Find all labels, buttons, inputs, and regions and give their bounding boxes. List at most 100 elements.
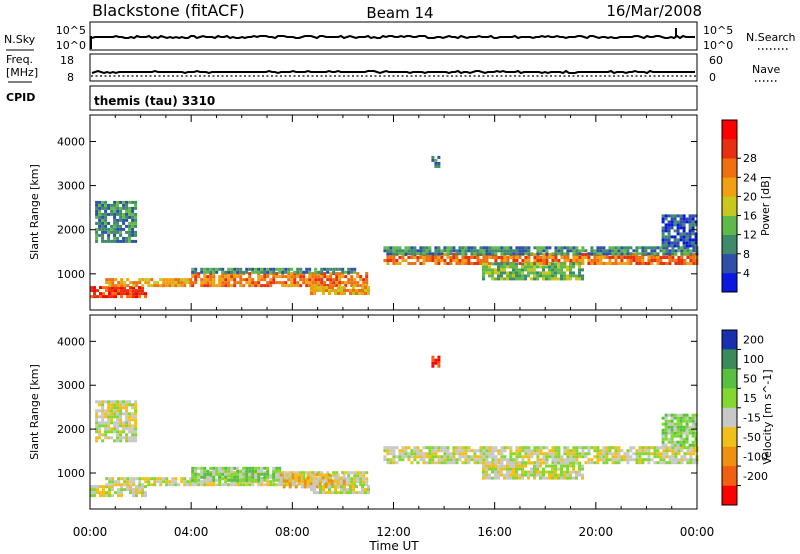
data-cell [128,221,132,225]
data-cell [686,461,690,465]
data-cell [536,446,540,450]
data-cell [688,229,692,233]
data-cell [260,469,264,473]
data-cell [584,455,588,459]
data-cell [449,455,453,459]
data-cell [536,467,539,471]
data-cell [230,275,234,279]
data-cell [416,256,420,259]
data-cell [602,262,606,265]
data-cell [635,461,639,465]
data-cell [108,494,111,498]
data-cell [667,428,671,432]
data-cell [533,449,537,453]
data-cell [245,472,249,476]
data-cell [275,472,279,476]
data-cell [491,246,495,250]
data-cell [383,449,387,453]
data-cell [337,289,340,292]
data-cell [685,244,689,248]
data-cell [365,471,369,475]
data-cell [197,483,201,487]
data-cell [485,249,489,253]
data-cell [398,249,402,253]
data-cell [464,446,468,450]
data-cell [107,415,111,419]
data-cell [111,477,115,481]
data-cell [485,458,489,462]
data-cell [383,458,387,462]
data-cell [416,446,420,450]
data-cell [500,446,504,450]
data-cell [691,422,695,426]
data-cell [664,226,668,230]
data-cell [365,281,369,285]
data-cell [536,246,540,250]
data-cell [587,449,591,453]
data-cell [677,256,681,259]
data-cell [509,473,512,477]
data-cell [578,452,582,456]
data-cell [455,452,459,456]
data-cell [333,482,337,486]
colorbar-tick-label: -100 [743,450,768,463]
data-cell [614,461,618,465]
data-cell [125,203,129,207]
data-cell [346,488,349,492]
data-cell [611,249,615,253]
data-cell [134,424,138,428]
data-cell [141,477,145,481]
data-cell [661,428,665,432]
cpid-value: themis (tau) 3310 [94,94,215,108]
data-cell [342,476,346,480]
data-cell [668,256,672,259]
data-cell [479,259,483,262]
data-cell [563,265,566,269]
data-cell [545,277,548,281]
data-cell [620,252,624,256]
data-cell [692,256,696,259]
data-cell [101,415,105,419]
data-cell [410,246,414,250]
data-cell [563,461,566,465]
data-cell [365,284,369,288]
data-cell [101,218,105,222]
data-cell [491,256,495,259]
data-cell [101,224,105,228]
data-cell [542,271,545,275]
data-cell [521,249,525,253]
data-cell [117,483,121,487]
data-cell [620,449,624,453]
data-cell [560,274,563,278]
data-cell [521,455,525,459]
data-cell [434,446,438,450]
data-cell [102,295,105,299]
data-cell [183,278,187,282]
data-cell [524,268,527,272]
data-cell [119,418,123,422]
data-cell [467,458,471,462]
data-cell [245,483,249,487]
data-cell [554,452,558,456]
data-cell [206,275,210,279]
data-cell [263,466,267,470]
data-cell [437,455,441,459]
data-cell [479,449,483,453]
data-cell [608,259,612,262]
data-cell [150,477,154,481]
data-cell [254,466,258,470]
data-cell [617,246,621,250]
data-cell [662,449,666,453]
data-cell [392,455,396,459]
data-cell [569,452,573,456]
data-cell [122,203,126,207]
data-cell [682,235,686,239]
data-cell [144,494,147,498]
data-cell [497,449,501,453]
data-cell [263,275,267,279]
data-cell [485,446,489,450]
data-cell [119,206,123,210]
data-cell [131,406,135,410]
data-cell [294,485,298,489]
data-cell [132,480,136,484]
